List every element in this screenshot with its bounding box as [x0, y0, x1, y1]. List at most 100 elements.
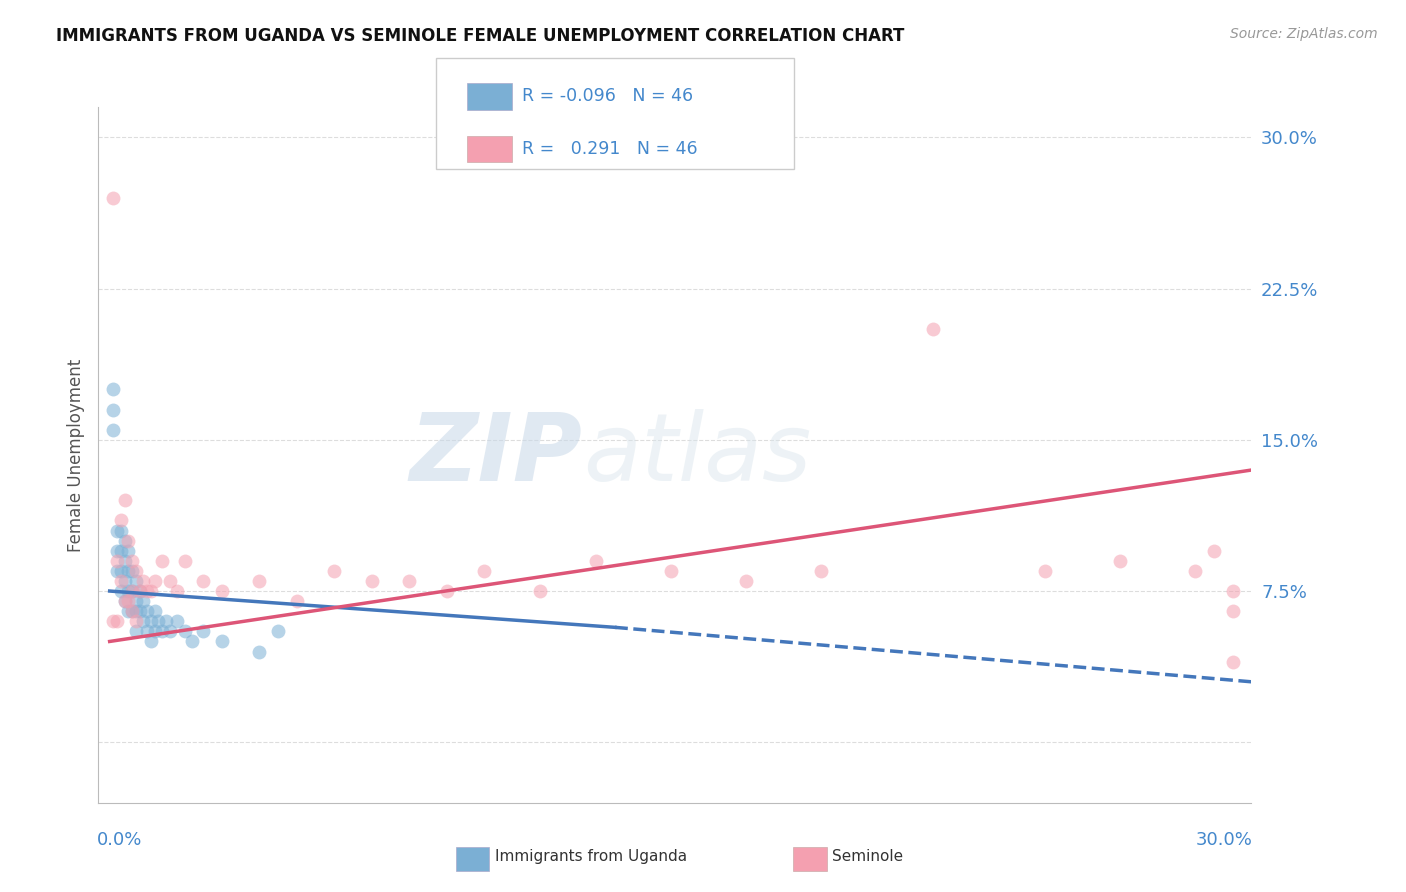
Text: R = -0.096   N = 46: R = -0.096 N = 46	[522, 87, 693, 105]
Point	[114, 594, 136, 608]
Text: R =   0.291   N = 46: R = 0.291 N = 46	[522, 140, 697, 158]
Point	[110, 564, 132, 578]
Point	[105, 524, 128, 538]
Point	[110, 524, 132, 538]
Text: Immigrants from Uganda: Immigrants from Uganda	[495, 849, 688, 863]
Point	[110, 543, 132, 558]
Point	[139, 615, 162, 629]
Point	[247, 644, 270, 658]
Point	[810, 564, 832, 578]
Point	[1035, 564, 1057, 578]
Point	[114, 493, 136, 508]
Point	[1184, 564, 1206, 578]
Point	[323, 564, 346, 578]
Point	[659, 564, 682, 578]
Point	[103, 402, 125, 417]
Point	[150, 554, 173, 568]
Point	[103, 191, 125, 205]
Text: Source: ZipAtlas.com: Source: ZipAtlas.com	[1230, 27, 1378, 41]
Point	[117, 584, 139, 599]
Point	[211, 634, 233, 648]
Point	[125, 574, 148, 588]
Point	[211, 584, 233, 599]
Y-axis label: Female Unemployment: Female Unemployment	[66, 359, 84, 551]
Text: atlas: atlas	[582, 409, 811, 500]
Point	[155, 615, 177, 629]
Point	[121, 584, 143, 599]
Point	[529, 584, 551, 599]
Text: Seminole: Seminole	[832, 849, 904, 863]
Point	[173, 554, 195, 568]
Point	[117, 543, 139, 558]
Point	[173, 624, 195, 639]
Text: 0.0%: 0.0%	[97, 830, 142, 848]
Point	[922, 322, 945, 336]
Point	[1202, 543, 1225, 558]
Point	[105, 615, 128, 629]
Point	[143, 574, 166, 588]
Point	[121, 554, 143, 568]
Text: ZIP: ZIP	[409, 409, 582, 501]
Point	[585, 554, 607, 568]
Point	[128, 584, 150, 599]
Point	[121, 604, 143, 618]
Point	[139, 634, 162, 648]
Point	[117, 564, 139, 578]
Point	[105, 564, 128, 578]
Point	[436, 584, 458, 599]
Point	[103, 383, 125, 397]
Point	[110, 584, 132, 599]
Point	[1222, 655, 1244, 669]
Point	[125, 615, 148, 629]
Point	[267, 624, 290, 639]
Point	[136, 604, 159, 618]
Point	[143, 604, 166, 618]
Text: 30.0%: 30.0%	[1195, 830, 1253, 848]
Point	[1222, 604, 1244, 618]
Point	[121, 564, 143, 578]
Point	[143, 624, 166, 639]
Point	[398, 574, 420, 588]
Point	[114, 594, 136, 608]
Point	[114, 554, 136, 568]
Point	[114, 574, 136, 588]
Point	[148, 615, 170, 629]
Point	[103, 423, 125, 437]
Point	[285, 594, 308, 608]
Point	[132, 574, 155, 588]
Point	[121, 584, 143, 599]
Point	[114, 533, 136, 548]
Point	[139, 584, 162, 599]
Point	[125, 564, 148, 578]
Point	[159, 624, 181, 639]
Point	[105, 543, 128, 558]
Point	[125, 594, 148, 608]
Point	[132, 615, 155, 629]
Point	[166, 584, 188, 599]
Point	[193, 624, 215, 639]
Point	[181, 634, 204, 648]
Point	[103, 615, 125, 629]
Point	[110, 574, 132, 588]
Point	[128, 584, 150, 599]
Point	[159, 574, 181, 588]
Point	[360, 574, 382, 588]
Point	[117, 604, 139, 618]
Point	[1222, 584, 1244, 599]
Point	[136, 624, 159, 639]
Point	[472, 564, 495, 578]
Point	[247, 574, 270, 588]
Point	[105, 554, 128, 568]
Point	[132, 594, 155, 608]
Point	[125, 604, 148, 618]
Point	[136, 584, 159, 599]
Point	[735, 574, 758, 588]
Point	[1109, 554, 1132, 568]
Point	[193, 574, 215, 588]
Point	[125, 624, 148, 639]
Point	[117, 594, 139, 608]
Point	[121, 604, 143, 618]
Text: IMMIGRANTS FROM UGANDA VS SEMINOLE FEMALE UNEMPLOYMENT CORRELATION CHART: IMMIGRANTS FROM UGANDA VS SEMINOLE FEMAL…	[56, 27, 904, 45]
Point	[110, 513, 132, 527]
Point	[128, 604, 150, 618]
